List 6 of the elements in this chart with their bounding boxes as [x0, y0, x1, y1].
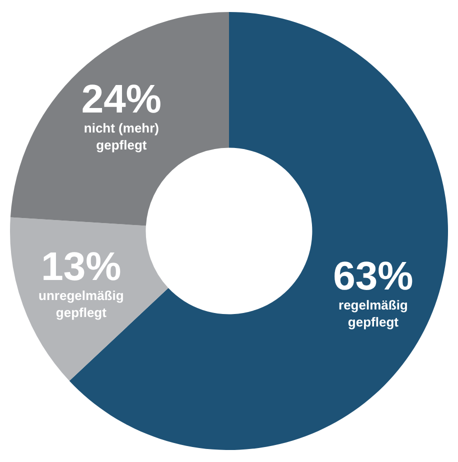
slice-label: unregelmäßig gepflegt — [38, 288, 124, 320]
data-label: 24% — [81, 77, 162, 122]
slice-label: nicht (mehr) gepflegt — [84, 120, 160, 152]
data-label: 13% — [41, 245, 122, 290]
slice-label: regelmäßig gepflegt — [338, 297, 408, 330]
data-label: 63% — [333, 254, 414, 298]
